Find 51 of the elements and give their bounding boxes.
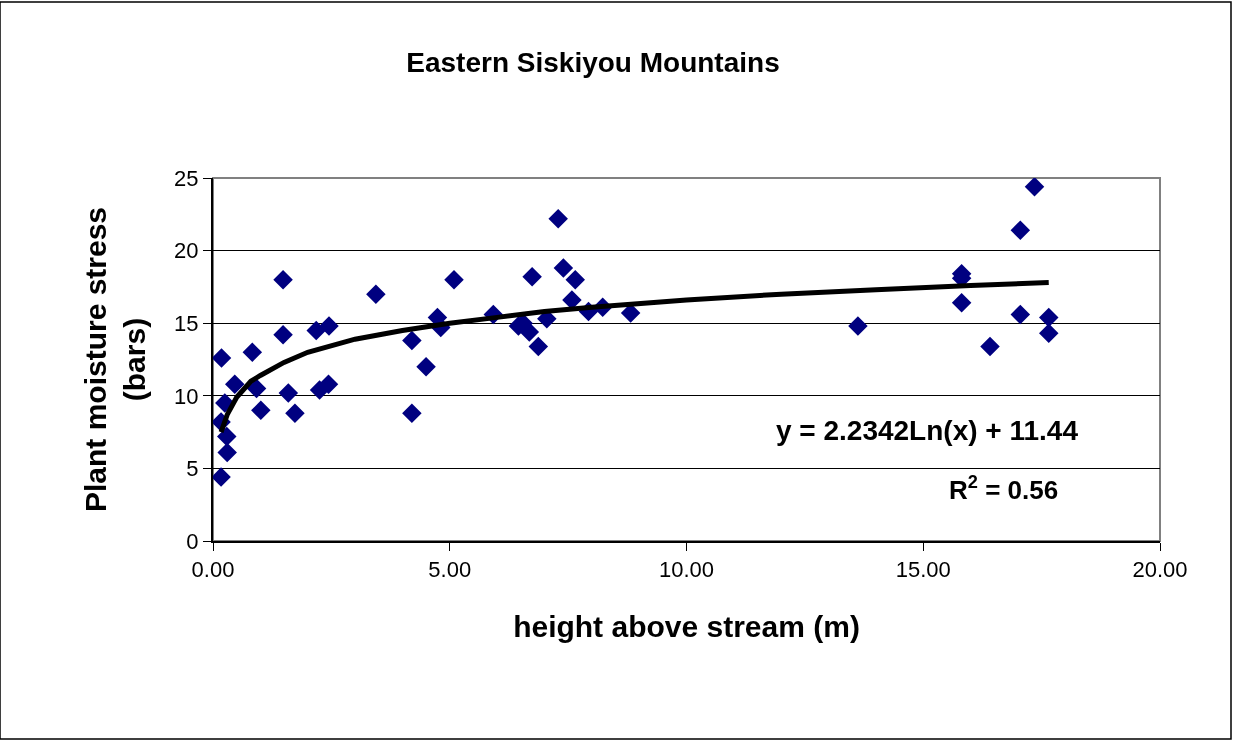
point xyxy=(1038,323,1059,344)
point xyxy=(306,320,326,341)
point xyxy=(519,322,540,342)
point xyxy=(1010,220,1031,241)
point xyxy=(951,293,972,313)
point xyxy=(528,336,549,357)
point xyxy=(980,336,1000,357)
x-tick-label: 15.00 xyxy=(895,557,951,583)
point xyxy=(319,316,339,336)
point xyxy=(273,269,293,290)
point xyxy=(246,378,267,399)
point xyxy=(318,374,339,394)
x-tick-label: 0.00 xyxy=(191,557,235,583)
annotation: y = 2.2342Ln(x) + 11.44 xyxy=(776,415,1079,446)
x-tick-label: 20.00 xyxy=(1132,557,1188,583)
point xyxy=(273,325,293,345)
point xyxy=(217,442,237,463)
point xyxy=(213,348,232,368)
point xyxy=(366,284,386,304)
point xyxy=(285,403,305,423)
point xyxy=(242,342,263,362)
point xyxy=(225,374,245,394)
point xyxy=(1038,307,1059,328)
point xyxy=(565,269,585,290)
point xyxy=(848,316,868,336)
point xyxy=(1010,304,1031,325)
y-tick-label: 20 xyxy=(174,238,199,264)
point xyxy=(522,266,542,287)
point xyxy=(251,400,271,421)
y-tick-label: 25 xyxy=(174,165,199,191)
x-tick-label: 10.00 xyxy=(658,557,715,583)
point xyxy=(216,426,237,447)
point xyxy=(213,467,231,487)
point xyxy=(562,290,582,310)
point xyxy=(548,208,568,229)
y-axis-title: Plant moisture stress (bars) xyxy=(78,206,151,513)
y-tick-label: 15 xyxy=(174,310,199,336)
chart-title: Eastern Siskiyou Mountains xyxy=(406,46,780,78)
y-tick-label: 5 xyxy=(186,456,199,482)
point xyxy=(402,330,422,351)
x-tick-label: 5.00 xyxy=(428,557,472,583)
point xyxy=(402,403,422,423)
x-axis-title: height above stream (m) xyxy=(513,610,860,644)
point xyxy=(278,383,299,403)
point xyxy=(416,357,436,377)
y-tick-label: 10 xyxy=(174,383,199,409)
point xyxy=(1024,178,1045,197)
point xyxy=(444,269,464,290)
point xyxy=(553,258,574,278)
y-tick-label: 0 xyxy=(186,528,199,554)
annotation: R$^{2}$ = 0.56 xyxy=(949,472,1059,505)
